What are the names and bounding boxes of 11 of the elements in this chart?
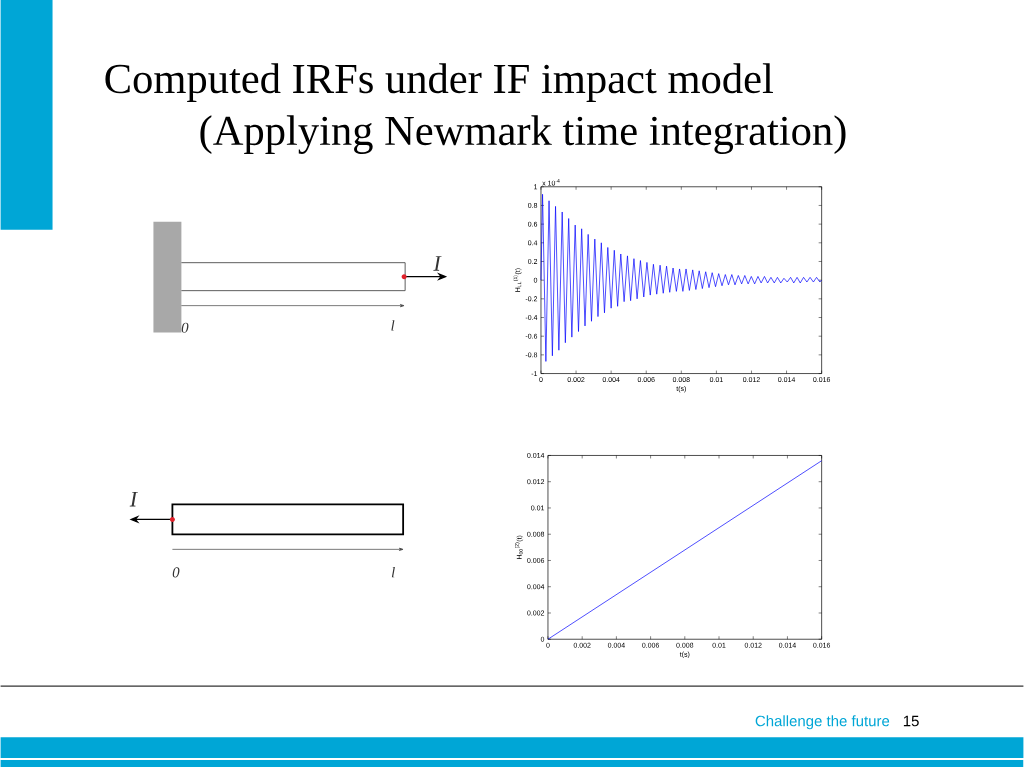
text: 15 [903, 715, 919, 727]
text: Computed IRFs under IF impact model [105, 63, 773, 102]
text: l [391, 320, 395, 331]
text: I [129, 491, 138, 507]
text: 0 [172, 567, 180, 578]
text: l [391, 566, 395, 578]
text: 0 [181, 322, 189, 333]
text: Challenge the future [755, 715, 890, 730]
line-series [540, 193, 822, 362]
text: (Applying Newmark time integration) [200, 115, 846, 154]
text: I [433, 256, 442, 271]
